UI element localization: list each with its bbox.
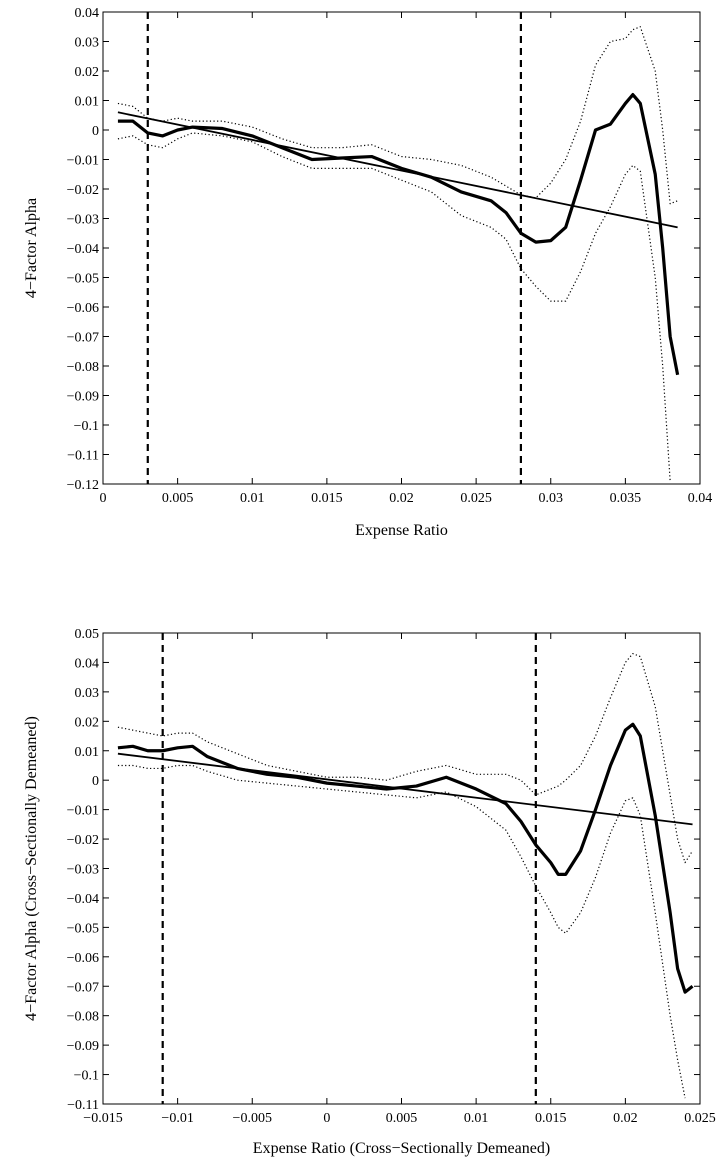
x-tick-label: 0.01 [240, 491, 265, 506]
y-tick-label: 0.03 [75, 36, 100, 51]
y-tick-label: −0.02 [67, 833, 99, 848]
subplot: 0 0.005 0.01 0.015 0.02 0.025 0.03 0.035 0.04 0.0… [23, 6, 712, 539]
y-tick-label: −0.06 [67, 951, 99, 966]
y-tick-label: −0.08 [67, 360, 99, 375]
plot-area [117, 12, 680, 484]
y-tick-label: −0.06 [67, 301, 99, 316]
x-tick-label: 0.025 [460, 491, 492, 506]
y-tick-label: 0 [92, 774, 99, 789]
series-line [117, 26, 678, 205]
y-tick-label: −0.09 [67, 390, 99, 405]
y-tick-label: −0.07 [67, 331, 99, 346]
y-tick-label: −0.03 [67, 863, 99, 878]
y-tick-label: −0.01 [67, 804, 99, 819]
y-tick-label: 0.03 [75, 686, 100, 701]
x-tick-label: −0.01 [161, 1111, 193, 1126]
fit-line [117, 111, 678, 229]
x-tick-label: 0.01 [464, 1111, 489, 1126]
y-tick-label: −0.12 [67, 478, 99, 493]
x-tick-label: 0.04 [688, 491, 713, 506]
series-line [117, 722, 694, 994]
subplot: −0.015 −0.01 −0.005 0 0.005 0.01 0.015 0.02 0.02… [23, 627, 716, 1157]
y-tick-label: −0.11 [67, 1098, 99, 1113]
series-line [117, 653, 694, 864]
x-tick-label: 0 [100, 491, 107, 506]
y-tick-label: 0.05 [75, 627, 100, 642]
fit-line [117, 752, 693, 826]
series-line [117, 132, 671, 482]
axes-frame [102, 11, 701, 485]
x-tick-label: 0.02 [613, 1111, 638, 1126]
x-tick-label: 0 [323, 1111, 330, 1126]
y-tick-label: −0.05 [67, 272, 99, 287]
x-tick-label: 0.005 [386, 1111, 418, 1126]
y-axis-label: 4−Factor Alpha [23, 198, 40, 298]
x-tick-label: 0.025 [684, 1111, 716, 1126]
x-tick-label: 0.035 [610, 491, 642, 506]
plot-area [117, 633, 694, 1104]
y-tick-label: 0.02 [75, 715, 100, 730]
y-tick-label: 0.01 [75, 95, 100, 110]
x-tick-label: −0.015 [83, 1111, 122, 1126]
y-tick-label: 0.04 [75, 656, 100, 671]
x-tick-label: 0.02 [389, 491, 414, 506]
y-tick-label: −0.02 [67, 183, 99, 198]
x-tick-label: 0.015 [535, 1111, 567, 1126]
axes-frame [102, 632, 701, 1105]
x-axis-label: Expense Ratio (Cross−Sectionally Demeane… [253, 1140, 550, 1157]
y-tick-label: −0.05 [67, 921, 99, 936]
y-tick-label: −0.03 [67, 213, 99, 228]
y-tick-label: −0.1 [74, 419, 99, 434]
x-tick-label: 0.03 [539, 491, 564, 506]
y-tick-label: −0.04 [67, 892, 99, 907]
y-tick-label: 0.02 [75, 65, 100, 80]
y-tick-label: −0.09 [67, 1039, 99, 1054]
y-axis-label: 4−Factor Alpha (Cross−Sectionally Demean… [23, 716, 40, 1021]
y-tick-label: −0.1 [74, 1069, 99, 1084]
y-tick-label: −0.11 [67, 449, 99, 464]
y-tick-label: 0 [92, 124, 99, 139]
y-tick-label: −0.07 [67, 980, 99, 995]
x-tick-label: 0.005 [162, 491, 194, 506]
y-tick-label: 0.04 [75, 6, 100, 21]
series-line [117, 764, 686, 1099]
y-tick-label: −0.01 [67, 154, 99, 169]
x-axis-label: Expense Ratio [355, 522, 448, 539]
y-tick-label: 0.01 [75, 745, 100, 760]
series-line [117, 93, 680, 376]
y-tick-label: −0.08 [67, 1010, 99, 1025]
x-tick-label: 0.015 [311, 491, 343, 506]
x-tick-label: −0.005 [233, 1111, 272, 1126]
y-tick-label: −0.04 [67, 242, 99, 257]
